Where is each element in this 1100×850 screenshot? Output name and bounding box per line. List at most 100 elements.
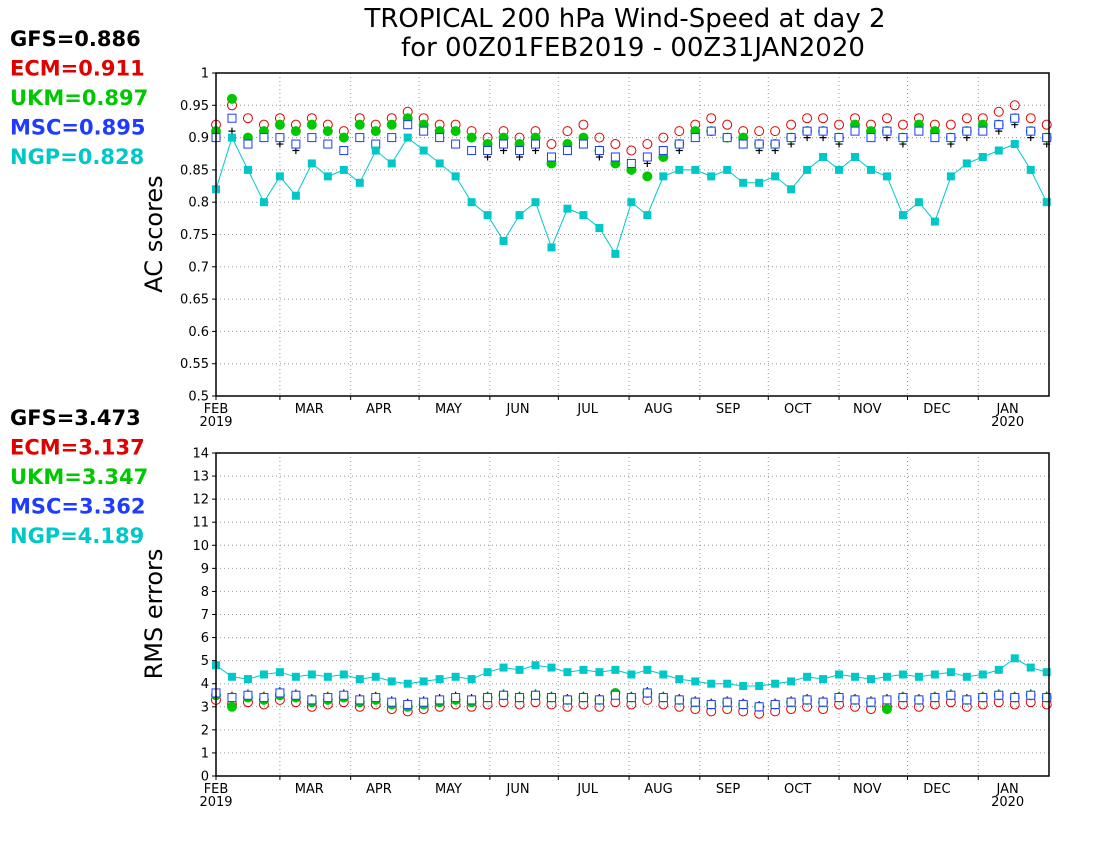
data-point-ngp (835, 670, 844, 679)
data-point-ecm (626, 145, 637, 156)
data-point-ukm (354, 119, 365, 130)
data-point-msc (738, 139, 748, 149)
y-tick-label: 0.9 (188, 131, 209, 146)
data-point-ecm (961, 113, 972, 124)
data-point-msc (578, 693, 588, 703)
x-tick-label: SEP (716, 402, 740, 417)
data-point-ecm (802, 113, 813, 124)
data-point-ngp (819, 152, 828, 161)
data-point-ecm (881, 113, 892, 124)
data-point-msc (914, 695, 924, 705)
data-point-ngp (946, 172, 955, 181)
data-point-ngp (483, 668, 492, 677)
data-point-ecm (706, 113, 717, 124)
x-year-label: 2020 (991, 415, 1024, 430)
data-point-ecm (770, 126, 781, 137)
y-tick-label: 3 (201, 700, 209, 715)
data-point-ngp (291, 672, 300, 681)
data-point-ngp (739, 178, 748, 187)
data-point-ngp (643, 211, 652, 220)
legend-ukm: UKM=3.347 (10, 465, 148, 489)
data-point-ecm (658, 132, 669, 143)
data-point-msc (834, 133, 844, 143)
data-point-msc (642, 152, 652, 162)
x-tick-label: MAY (435, 402, 462, 417)
data-point-msc (562, 695, 572, 705)
series-ukm (211, 93, 1052, 182)
data-point-ngp (307, 670, 316, 679)
x-tick-label: MAY (435, 782, 462, 797)
data-point-ngp (1042, 198, 1051, 207)
x-tick-label: NOV (853, 402, 882, 417)
data-point-msc (962, 695, 972, 705)
data-point-ngp (787, 677, 796, 686)
data-point-ngp (403, 133, 412, 142)
data-point-ngp (914, 672, 923, 681)
data-point-ukm (226, 701, 237, 712)
data-point-msc (866, 133, 876, 143)
data-point-msc (355, 695, 365, 705)
y-tick-label: 1 (201, 746, 209, 761)
data-point-ngp (499, 236, 508, 245)
y-tick-label: 0 (201, 770, 209, 785)
data-point-ngp (994, 146, 1003, 155)
data-point-msc (243, 690, 253, 700)
data-point-ngp (691, 677, 700, 686)
data-point-msc (259, 133, 269, 143)
x-tick-label: DEC (923, 782, 950, 797)
y-tick-label: 0.8 (188, 196, 209, 211)
data-point-ngp (547, 243, 556, 252)
x-tick-label: JUN (506, 782, 530, 797)
data-point-ngp (707, 679, 716, 688)
data-point-ngp (819, 675, 828, 684)
y-tick-label: 14 (192, 447, 209, 462)
data-point-msc (610, 690, 620, 700)
data-point-ngp (946, 668, 955, 677)
data-point-msc (930, 693, 940, 703)
data-point-msc (786, 697, 796, 707)
series-ecm (211, 100, 1052, 156)
x-tick-label: OCT (784, 782, 811, 797)
data-point-ecm (1009, 100, 1020, 111)
data-point-ecm (578, 119, 589, 130)
data-point-msc (898, 133, 908, 143)
data-point-ngp (723, 679, 732, 688)
data-point-msc (499, 690, 509, 700)
data-point-msc (403, 120, 413, 130)
y-tick-label: 4 (201, 677, 209, 692)
data-point-ecm (993, 106, 1004, 117)
x-tick-label: FEB (204, 402, 229, 417)
data-point-ngp (467, 198, 476, 207)
data-point-ngp (275, 172, 284, 181)
data-point-ecm (610, 139, 621, 150)
data-point-msc (419, 126, 429, 136)
data-point-msc (642, 688, 652, 698)
data-point-msc (546, 693, 556, 703)
data-point-ngp (355, 178, 364, 187)
data-point-ngp (419, 677, 428, 686)
x-tick-label: FEB (204, 782, 229, 797)
data-point-ngp (930, 670, 939, 679)
data-point-msc (1026, 690, 1036, 700)
data-point-msc (307, 133, 317, 143)
data-point-msc (323, 693, 333, 703)
legend-gfs: GFS=3.473 (10, 406, 141, 430)
data-point-ngp (563, 668, 572, 677)
y-tick-label: 7 (201, 608, 209, 623)
data-point-msc (802, 126, 812, 136)
data-point-ukm (226, 93, 237, 104)
data-point-ukm (370, 126, 381, 137)
data-point-ukm (290, 126, 301, 137)
data-point-ngp (787, 185, 796, 194)
data-point-ngp (579, 211, 588, 220)
data-point-ngp (387, 159, 396, 168)
data-point-ngp (803, 672, 812, 681)
data-point-ngp (882, 672, 891, 681)
x-year-label: 2019 (199, 795, 232, 810)
data-point-msc (626, 693, 636, 703)
data-point-msc (978, 693, 988, 703)
data-point-ngp (739, 682, 748, 691)
data-point-ecm (1041, 119, 1052, 130)
data-point-ngp (291, 191, 300, 200)
